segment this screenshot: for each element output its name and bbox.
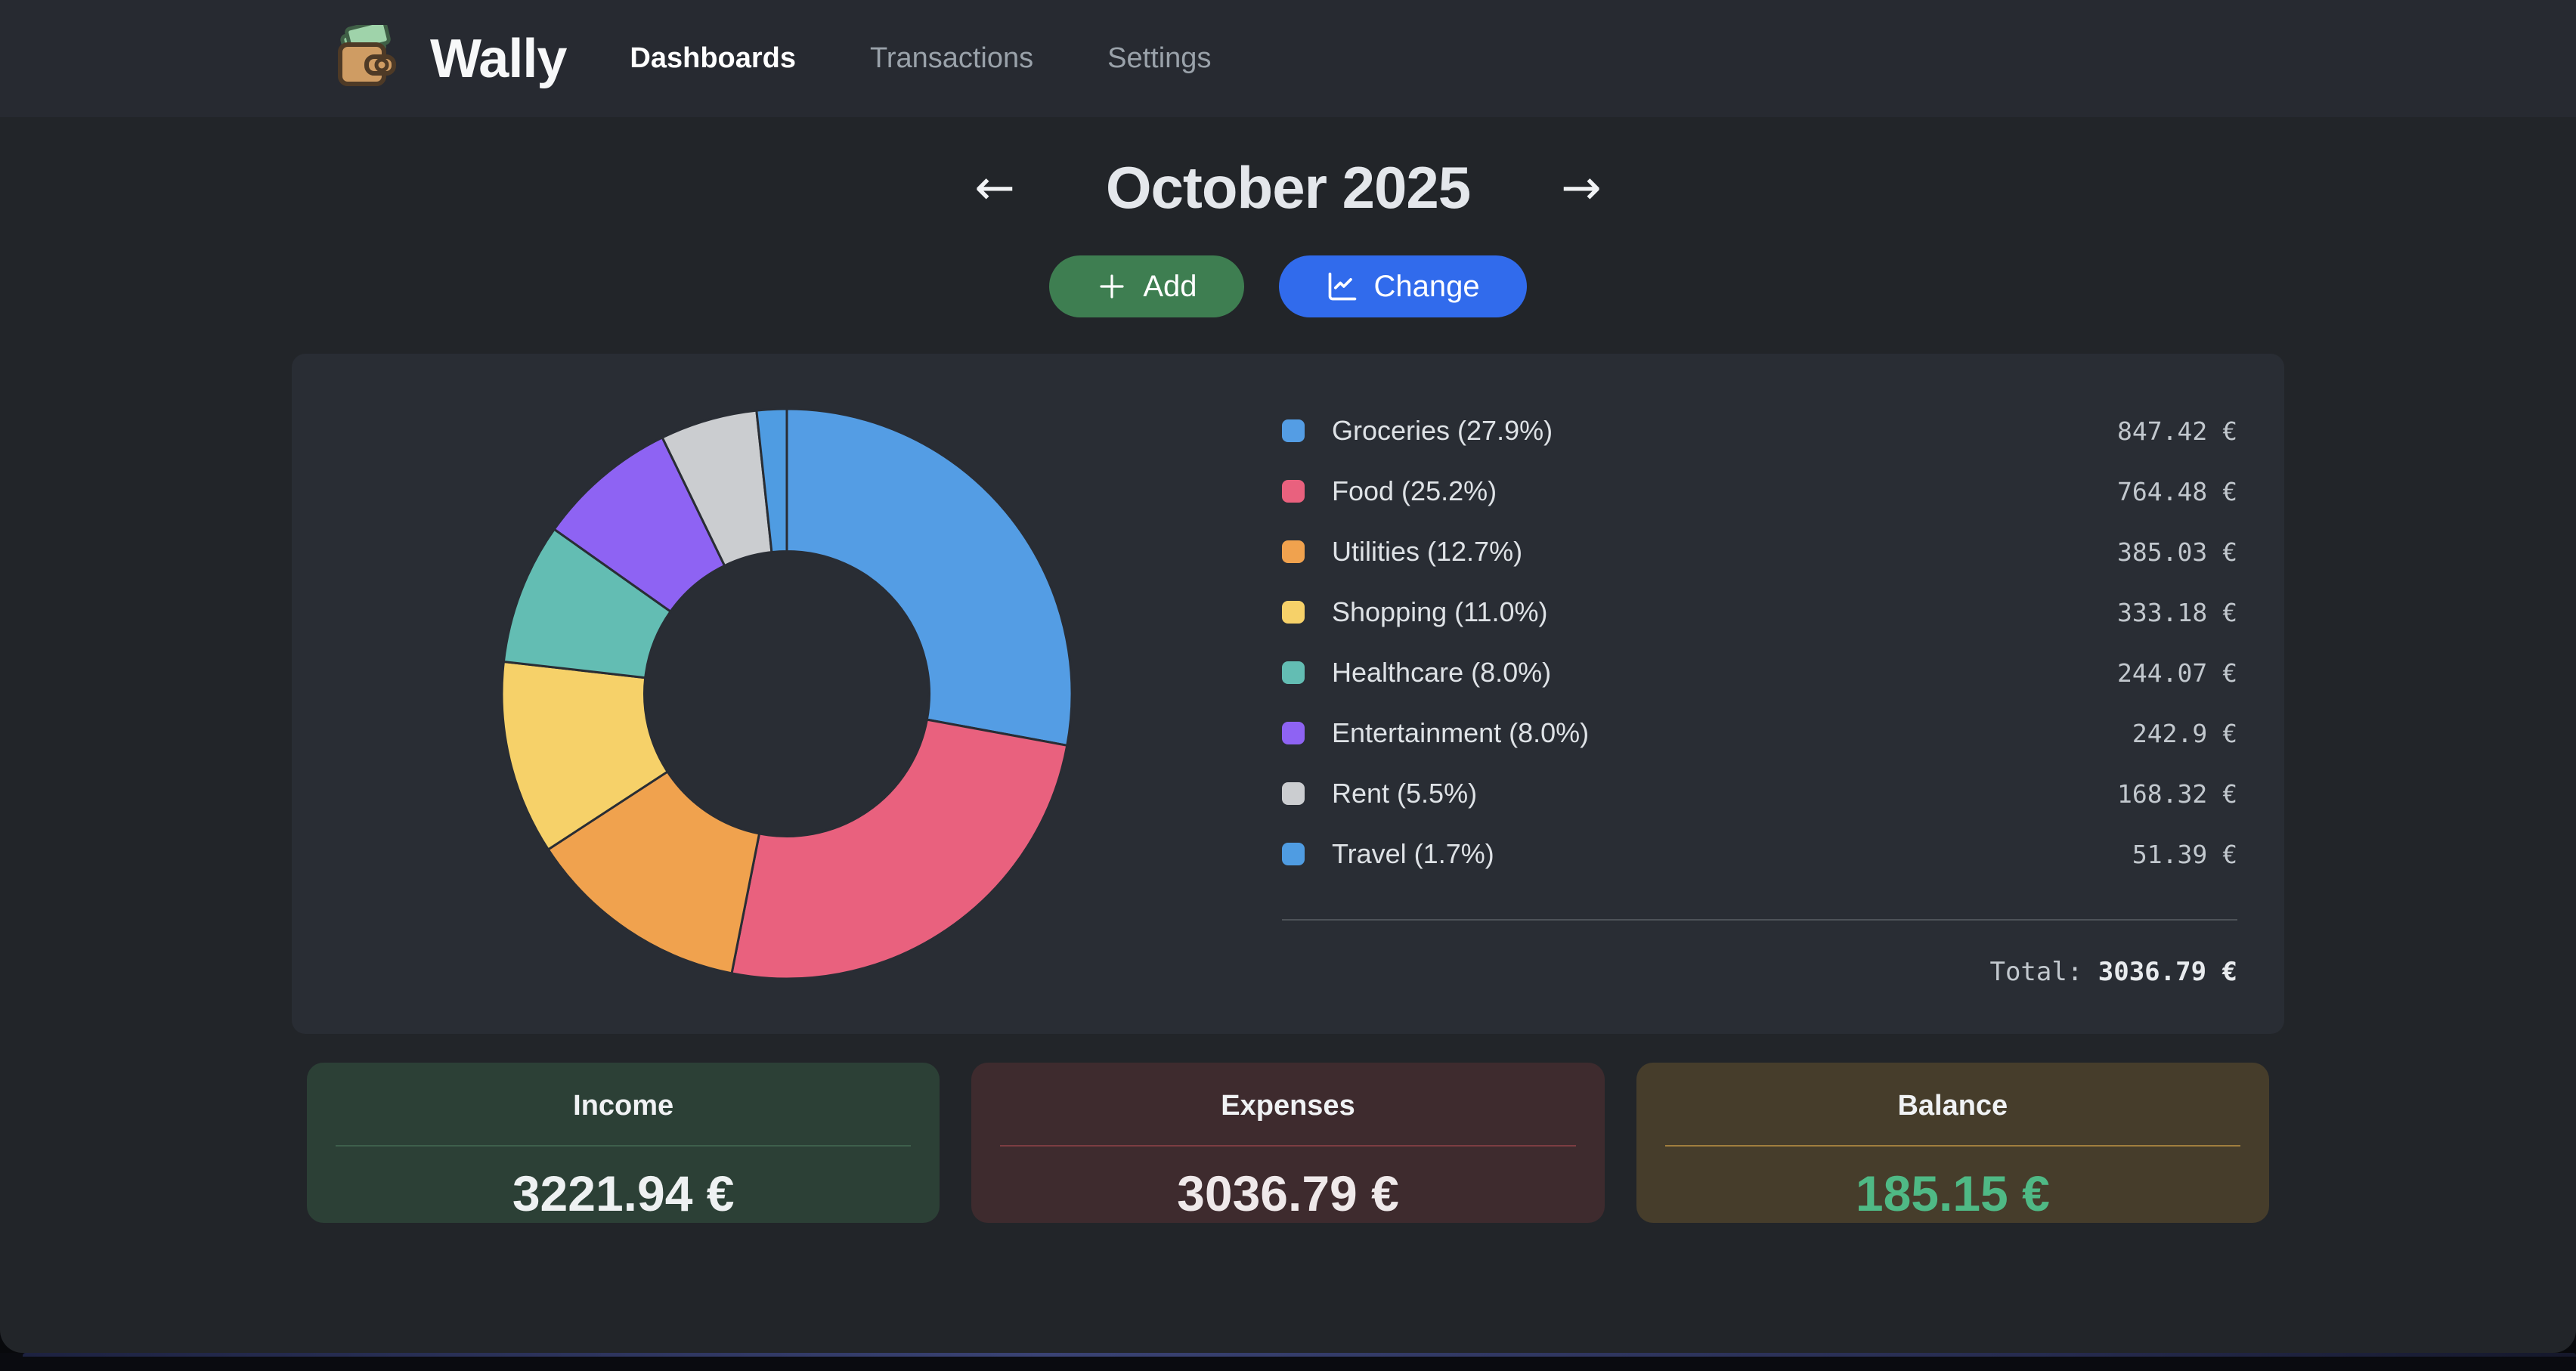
legend-value: 333.18 €	[2117, 597, 2237, 627]
expenses-card: Expenses 3036.79 €	[971, 1063, 1605, 1223]
legend-value: 168.32 €	[2117, 778, 2237, 809]
income-value: 3221.94 €	[512, 1165, 735, 1221]
nav-item-dashboards[interactable]: Dashboards	[630, 42, 797, 74]
donut-slice-food[interactable]	[730, 718, 1069, 980]
legend-value: 764.48 €	[2117, 476, 2237, 506]
legend-label: Entertainment (8.0%)	[1332, 717, 1590, 748]
legend-swatch	[1282, 540, 1305, 563]
legend-row[interactable]: Travel (1.7%) 51.39 €	[1282, 824, 2237, 884]
legend-swatch	[1282, 661, 1305, 684]
top-navigation-bar: Wally Dashboards Transactions Settings	[0, 0, 2576, 117]
add-button-label: Add	[1143, 269, 1197, 303]
donut-zone	[292, 403, 1282, 985]
total-label: Total:	[1989, 957, 2098, 987]
month-title: October 2025	[1105, 154, 1471, 221]
background-window-edge	[23, 1353, 2576, 1357]
month-navigation: ← October 2025 →	[0, 153, 2576, 222]
nav-item-transactions[interactable]: Transactions	[870, 42, 1034, 74]
legend-label: Rent (5.5%)	[1332, 778, 1478, 809]
change-button-label: Change	[1373, 269, 1480, 303]
legend-swatch	[1282, 782, 1305, 805]
legend-label: Groceries (27.9%)	[1332, 415, 1553, 446]
donut-chart[interactable]	[496, 403, 1078, 985]
card-title: Expenses	[1221, 1090, 1355, 1122]
legend-row[interactable]: Shopping (11.0%) 333.18 €	[1282, 582, 2237, 642]
nav-item-settings[interactable]: Settings	[1107, 42, 1212, 74]
plus-icon	[1096, 271, 1128, 302]
legend-value: 244.07 €	[2117, 658, 2237, 688]
brand-name: Wally	[430, 28, 567, 89]
donut-slice-travel[interactable]	[755, 407, 788, 554]
summary-row: Income 3221.94 € Expenses 3036.79 € Bala…	[307, 1063, 2269, 1223]
legend-swatch	[1282, 843, 1305, 865]
legend-label: Healthcare (8.0%)	[1332, 657, 1552, 688]
legend-value: 847.42 €	[2117, 416, 2237, 446]
legend-label: Food (25.2%)	[1332, 475, 1497, 506]
brand[interactable]: Wally	[338, 19, 567, 92]
change-button[interactable]: Change	[1278, 255, 1527, 317]
legend-value: 242.9 €	[2132, 718, 2237, 748]
donut-slice-shopping[interactable]	[500, 660, 670, 852]
balance-value: 185.15 €	[1855, 1165, 2050, 1221]
card-divider	[1664, 1145, 2240, 1147]
card-title: Income	[573, 1090, 674, 1122]
legend-divider	[1282, 919, 2237, 921]
total-row: Total: 3036.79 €	[1282, 957, 2237, 987]
previous-month-button[interactable]: ←	[967, 164, 1023, 212]
legend-label: Shopping (11.0%)	[1332, 596, 1548, 627]
legend-value: 385.03 €	[2117, 537, 2237, 567]
chart-line-icon	[1326, 270, 1359, 303]
wallet-icon	[338, 19, 397, 92]
card-divider	[336, 1145, 912, 1147]
total-value: 3036.79 €	[2098, 957, 2237, 987]
desktop-background-strip	[0, 1353, 2576, 1371]
add-button[interactable]: Add	[1049, 255, 1244, 317]
legend-row[interactable]: Rent (5.5%) 168.32 €	[1282, 763, 2237, 824]
legend-row[interactable]: Groceries (27.9%) 847.42 €	[1282, 401, 2237, 461]
legend-label: Utilities (12.7%)	[1332, 536, 1523, 567]
donut-slice-utilities[interactable]	[546, 769, 761, 975]
legend-row[interactable]: Entertainment (8.0%) 242.9 €	[1282, 703, 2237, 763]
expenses-value: 3036.79 €	[1177, 1165, 1399, 1221]
legend-row[interactable]: Food (25.2%) 764.48 €	[1282, 461, 2237, 521]
legend-label: Travel (1.7%)	[1332, 838, 1494, 869]
next-month-button[interactable]: →	[1553, 164, 1609, 212]
legend-swatch	[1282, 722, 1305, 744]
legend-row[interactable]: Healthcare (8.0%) 244.07 €	[1282, 642, 2237, 703]
legend-value: 51.39 €	[2132, 839, 2237, 869]
legend-row[interactable]: Utilities (12.7%) 385.03 €	[1282, 521, 2237, 582]
legend-swatch	[1282, 601, 1305, 624]
donut-slice-groceries[interactable]	[785, 407, 1073, 747]
balance-card: Balance 185.15 €	[1636, 1063, 2269, 1223]
chart-legend: Groceries (27.9%) 847.42 € Food (25.2%) …	[1282, 401, 2284, 987]
legend-swatch	[1282, 419, 1305, 442]
legend-swatch	[1282, 480, 1305, 503]
action-buttons: Add Change	[0, 255, 2576, 317]
top-nav-links: Dashboards Transactions Settings	[630, 42, 1211, 75]
card-divider	[1000, 1145, 1576, 1147]
card-title: Balance	[1897, 1090, 2008, 1122]
expenses-chart-card: Groceries (27.9%) 847.42 € Food (25.2%) …	[292, 354, 2284, 1034]
income-card: Income 3221.94 €	[307, 1063, 940, 1223]
